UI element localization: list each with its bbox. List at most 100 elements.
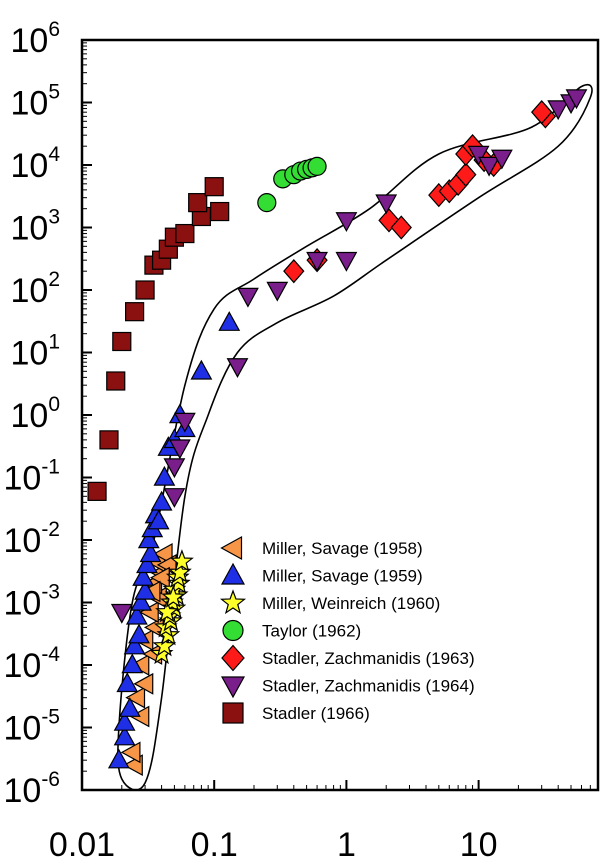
series-6 bbox=[87, 177, 230, 501]
data-point bbox=[218, 311, 241, 331]
y-tick-base: 10 bbox=[3, 772, 41, 810]
y-tick-label: 10-2 bbox=[3, 518, 60, 560]
y-tick-base: 10 bbox=[10, 210, 48, 248]
data-point bbox=[135, 280, 155, 300]
data-point bbox=[147, 509, 170, 530]
data-point bbox=[116, 672, 139, 693]
legend-entry: Taylor (1962) bbox=[222, 619, 361, 642]
legend-entry: Stadler, Zachmanidis (1963) bbox=[221, 644, 475, 672]
y-tick-exponent: -4 bbox=[41, 643, 60, 666]
y-tick-label: 106 bbox=[10, 18, 60, 60]
data-point bbox=[120, 741, 141, 764]
legend: Miller, Savage (1958) Miller, Savage (195… bbox=[219, 535, 475, 724]
y-tick-exponent: 1 bbox=[48, 331, 60, 354]
legend-marker bbox=[220, 676, 246, 699]
data-point bbox=[153, 465, 176, 486]
data-point bbox=[152, 542, 173, 565]
data-point bbox=[565, 89, 588, 110]
data-point bbox=[283, 259, 305, 284]
legend-entry: Miller, Savage (1959) bbox=[220, 562, 423, 586]
legend-label: Stadler, Zachmanidis (1963) bbox=[262, 649, 475, 668]
legend-label: Stadler, Zachmanidis (1964) bbox=[262, 677, 475, 696]
data-point bbox=[139, 542, 162, 563]
y-tick-exponent: -3 bbox=[41, 581, 60, 604]
data-point bbox=[133, 672, 154, 695]
data-point bbox=[150, 490, 173, 511]
legend-marker bbox=[219, 589, 247, 615]
y-tick-exponent: 2 bbox=[48, 268, 60, 291]
y-tick-exponent: -6 bbox=[41, 768, 60, 791]
legend-label: Taylor (1962) bbox=[262, 622, 361, 641]
data-point bbox=[210, 201, 230, 222]
data-point bbox=[113, 725, 136, 746]
y-tick-base: 10 bbox=[3, 585, 41, 623]
y-tick-exponent: -2 bbox=[41, 518, 60, 541]
data-point bbox=[112, 331, 132, 352]
data-point bbox=[170, 549, 194, 572]
y-tick-base: 10 bbox=[10, 147, 48, 185]
y-tick-exponent: 0 bbox=[48, 393, 60, 416]
legend-entry: Miller, Savage (1958) bbox=[220, 535, 423, 561]
y-tick-base: 10 bbox=[3, 522, 41, 560]
legend-label: Miller, Weinreich (1960) bbox=[262, 594, 440, 613]
data-point bbox=[130, 590, 153, 611]
y-tick-label: 10-6 bbox=[3, 768, 60, 810]
data-point bbox=[118, 697, 141, 717]
legend-marker bbox=[221, 644, 245, 672]
series-4 bbox=[283, 100, 557, 284]
data-point bbox=[137, 528, 160, 549]
y-tick-label: 103 bbox=[10, 206, 60, 248]
y-tick-exponent: 3 bbox=[48, 206, 60, 229]
data-point bbox=[335, 212, 358, 232]
data-point bbox=[132, 566, 155, 586]
data-point bbox=[490, 149, 513, 170]
y-tick-label: 10-5 bbox=[3, 706, 60, 748]
data-point bbox=[163, 488, 186, 508]
data-point bbox=[125, 604, 148, 625]
data-point bbox=[121, 653, 144, 674]
data-point bbox=[390, 215, 412, 240]
data-point bbox=[237, 287, 259, 308]
data-point bbox=[125, 686, 146, 709]
data-point bbox=[306, 251, 328, 272]
y-tick-base: 10 bbox=[10, 85, 48, 123]
y-tick-label: 10-1 bbox=[3, 456, 60, 498]
data-point bbox=[163, 458, 186, 479]
data-point bbox=[136, 553, 158, 574]
y-tick-exponent: 6 bbox=[48, 18, 60, 41]
legend-label: Miller, Savage (1958) bbox=[262, 539, 423, 558]
legend-entry: Stadler (1966) bbox=[222, 702, 370, 724]
series-5 bbox=[110, 89, 588, 624]
y-tick-exponent: 5 bbox=[48, 81, 60, 104]
y-tick-label: 105 bbox=[10, 81, 60, 123]
y-tick-exponent: 4 bbox=[48, 143, 60, 166]
x-tick-label: 0.01 bbox=[49, 826, 115, 864]
y-tick-label: 100 bbox=[10, 393, 60, 435]
series-3 bbox=[257, 156, 327, 213]
data-point bbox=[257, 193, 277, 213]
y-tick-base: 10 bbox=[10, 22, 48, 60]
legend-marker bbox=[220, 535, 243, 561]
legend-entry: Miller, Weinreich (1960) bbox=[219, 589, 440, 615]
y-tick-base: 10 bbox=[3, 647, 41, 685]
data-point bbox=[175, 223, 195, 244]
data-point bbox=[123, 634, 146, 655]
data-point bbox=[455, 162, 477, 187]
data-point bbox=[155, 599, 179, 623]
y-tick-label: 101 bbox=[10, 331, 60, 373]
y-tick-base: 10 bbox=[3, 460, 41, 498]
data-point bbox=[128, 623, 150, 644]
data-point bbox=[547, 100, 570, 121]
data-point bbox=[335, 251, 358, 272]
data-point bbox=[190, 359, 213, 380]
y-tick-label: 104 bbox=[10, 143, 60, 185]
data-point bbox=[530, 100, 553, 125]
legend-label: Miller, Savage (1959) bbox=[262, 567, 423, 586]
data-point bbox=[134, 579, 156, 600]
axes: 10-610-510-410-310-210-11001011021031041… bbox=[3, 18, 599, 864]
y-tick-label: 102 bbox=[10, 268, 60, 310]
data-point bbox=[99, 430, 119, 450]
y-tick-base: 10 bbox=[10, 335, 48, 373]
data-point bbox=[106, 371, 126, 391]
